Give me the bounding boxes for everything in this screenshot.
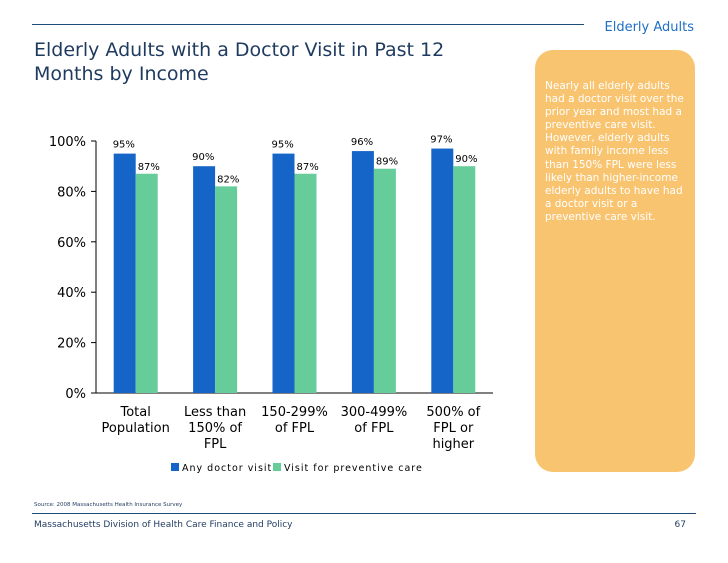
y-tick-label: 100% [49,135,86,150]
bar [373,168,396,393]
data-label: 97% [430,135,452,146]
legend-label: Visit for preventive care [284,463,423,474]
x-tick-label: FPL or [433,421,474,436]
header-rule [32,24,584,25]
x-tick-label: Total [120,405,151,420]
source-note: Source: 2008 Massachusetts Health Insura… [34,502,183,508]
x-tick-label: 300-499% [341,405,408,420]
footer-org: Massachusetts Division of Health Care Fi… [34,520,293,530]
x-tick-label: 150-299% [261,405,328,420]
bar-chart: 0%20%40%60%80%100% 95%87%TotalPopulation9… [49,135,493,474]
x-tick-label: higher [432,437,474,452]
x-tick-label: 150% of [188,421,242,436]
data-label: 89% [376,157,398,168]
bar [272,153,295,393]
legend-label: Any doctor visit [182,463,272,474]
bar [193,166,216,393]
x-tick-label: Population [102,421,170,436]
data-label: 87% [138,162,160,173]
page-title: Elderly Adults with a Doctor Visit in Pa… [34,39,445,85]
y-tick-label: 20% [57,337,86,352]
legend-swatch [273,463,281,471]
callout-text: Nearly all elderly adults had a doctor v… [545,80,684,223]
data-label: 90% [192,152,214,163]
data-label: 90% [455,154,477,165]
bar [113,153,136,393]
x-tick-label: of FPL [275,421,315,436]
y-tick-label: 80% [57,185,86,200]
data-label: 95% [272,140,294,151]
page-number: 67 [674,520,686,530]
callout-box: Nearly all elderly adults had a doctor v… [535,50,695,472]
x-tick-label: Less than [184,405,246,420]
bar [351,151,374,393]
bar [135,173,158,393]
x-tick-label: 500% of [426,405,480,420]
x-tick-label: of FPL [354,421,394,436]
legend-swatch [171,463,179,471]
section-label: Elderly Adults [604,20,695,35]
data-label: 95% [113,140,135,151]
data-label: 87% [297,162,319,173]
x-tick-label: FPL [204,437,227,452]
bar [453,166,476,393]
data-label: 96% [351,137,373,148]
bar [431,148,454,393]
data-label: 82% [217,174,239,185]
y-tick-label: 40% [57,286,86,301]
footer-rule [32,513,696,514]
y-tick-label: 60% [57,236,86,251]
bar [294,173,317,393]
bar [215,186,238,393]
y-tick-label: 0% [65,387,86,402]
